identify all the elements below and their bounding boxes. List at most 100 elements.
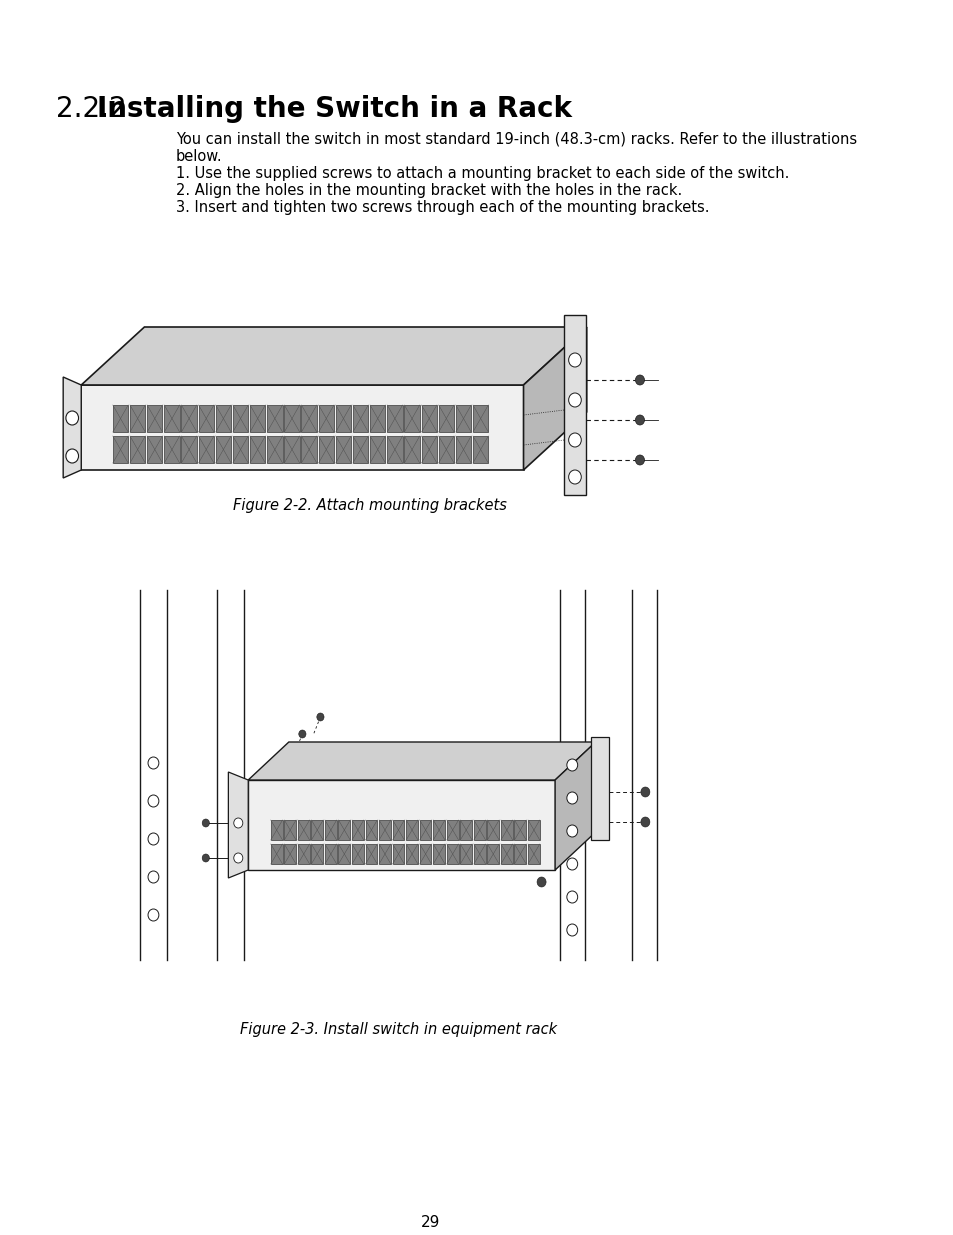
Polygon shape [523, 327, 586, 471]
Text: Installing the Switch in a Rack: Installing the Switch in a Rack [97, 95, 572, 124]
Bar [130, 405, 145, 432]
Bar [352, 820, 363, 840]
Bar [487, 844, 498, 864]
Bar [446, 820, 458, 840]
Bar [474, 820, 485, 840]
Circle shape [66, 411, 78, 425]
Bar [335, 405, 351, 432]
Bar [419, 820, 431, 840]
Bar [271, 820, 282, 840]
Text: below.: below. [175, 149, 222, 164]
Bar [514, 844, 526, 864]
Bar [473, 436, 488, 463]
Bar [527, 844, 539, 864]
Bar [460, 844, 472, 864]
Text: You can install the switch in most standard 19-inch (48.3-cm) racks. Refer to th: You can install the switch in most stand… [175, 132, 856, 147]
Bar [147, 436, 162, 463]
Circle shape [568, 353, 580, 367]
Bar [514, 820, 526, 840]
Circle shape [568, 433, 580, 447]
Bar [318, 436, 334, 463]
Circle shape [635, 375, 644, 385]
Bar [393, 844, 404, 864]
Circle shape [148, 832, 159, 845]
Bar [591, 737, 609, 840]
Bar [301, 436, 316, 463]
Text: 3. Insert and tighten two screws through each of the mounting brackets.: 3. Insert and tighten two screws through… [175, 200, 709, 215]
Bar [311, 820, 323, 840]
Circle shape [635, 454, 644, 466]
Bar [387, 405, 402, 432]
Bar [215, 436, 231, 463]
Bar [181, 436, 196, 463]
Bar [378, 820, 391, 840]
Bar [233, 405, 248, 432]
Bar [297, 820, 310, 840]
Circle shape [566, 890, 578, 903]
Bar [297, 844, 310, 864]
Circle shape [233, 853, 243, 863]
Circle shape [148, 909, 159, 921]
Bar [198, 405, 213, 432]
Text: Figure 2-3. Install switch in equipment rack: Figure 2-3. Install switch in equipment … [240, 1023, 557, 1037]
Bar [370, 405, 385, 432]
Bar [338, 820, 350, 840]
Circle shape [148, 757, 159, 769]
Circle shape [640, 818, 649, 827]
Polygon shape [228, 772, 248, 878]
Bar [267, 405, 282, 432]
Circle shape [566, 825, 578, 837]
Bar [352, 844, 363, 864]
Circle shape [148, 871, 159, 883]
Bar [419, 844, 431, 864]
Bar [112, 405, 128, 432]
Circle shape [233, 818, 243, 827]
Circle shape [66, 450, 78, 463]
Bar [325, 844, 336, 864]
Bar [456, 436, 471, 463]
Bar [271, 844, 282, 864]
Bar [311, 844, 323, 864]
Polygon shape [81, 385, 523, 471]
Bar [500, 844, 512, 864]
Bar [250, 436, 265, 463]
Circle shape [537, 877, 545, 887]
Circle shape [202, 819, 210, 827]
Bar [421, 405, 436, 432]
Text: 2.2.2: 2.2.2 [56, 95, 135, 124]
Bar [233, 436, 248, 463]
Bar [250, 405, 265, 432]
Circle shape [566, 792, 578, 804]
Bar [404, 405, 419, 432]
Bar [378, 844, 391, 864]
Bar [563, 315, 585, 495]
Bar [284, 820, 295, 840]
Polygon shape [81, 327, 586, 385]
Circle shape [148, 795, 159, 806]
Polygon shape [63, 377, 81, 478]
Bar [387, 436, 402, 463]
Circle shape [566, 760, 578, 771]
Circle shape [566, 858, 578, 869]
Bar [335, 436, 351, 463]
Bar [267, 436, 282, 463]
Bar [406, 820, 417, 840]
Bar [215, 405, 231, 432]
Text: 1. Use the supplied screws to attach a mounting bracket to each side of the swit: 1. Use the supplied screws to attach a m… [175, 165, 788, 182]
Circle shape [568, 393, 580, 408]
Polygon shape [248, 742, 595, 781]
Bar [284, 844, 295, 864]
Bar [433, 820, 444, 840]
Circle shape [298, 730, 306, 739]
Bar [284, 436, 299, 463]
Bar [301, 405, 316, 432]
Bar [130, 436, 145, 463]
Bar [147, 405, 162, 432]
Circle shape [640, 787, 649, 797]
Text: 2. Align the holes in the mounting bracket with the holes in the rack.: 2. Align the holes in the mounting brack… [175, 183, 681, 198]
Text: Figure 2-2. Attach mounting brackets: Figure 2-2. Attach mounting brackets [233, 498, 506, 513]
Bar [112, 436, 128, 463]
Bar [438, 405, 454, 432]
Bar [164, 405, 179, 432]
Bar [365, 820, 376, 840]
